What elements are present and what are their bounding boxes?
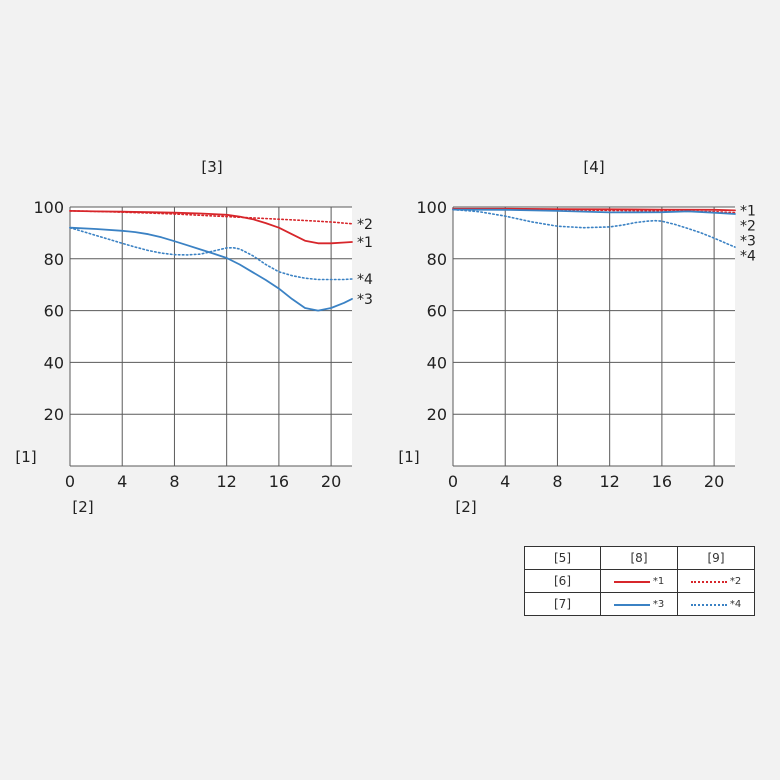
- y-tick-label: 60: [427, 302, 447, 321]
- legend-table: [5] [8] [9] [6] *1 *2 [7] *3 *4: [524, 546, 755, 616]
- y-tick-label: 100: [416, 198, 447, 217]
- y-tick-label: 60: [44, 302, 64, 321]
- y-tick-label: 100: [33, 198, 64, 217]
- x-axis-label: [2]: [455, 498, 476, 516]
- series-line: [69, 226, 353, 281]
- y-axis-label: [1]: [15, 448, 36, 466]
- legend-dotted-swatch: [690, 580, 727, 583]
- legend-dotted-swatch: [690, 603, 727, 606]
- x-tick-label: 20: [704, 472, 724, 491]
- y-tick-label: 80: [44, 250, 64, 269]
- legend-dotted-cell: *2: [677, 569, 755, 593]
- series-end-label: *4: [740, 248, 756, 264]
- chart-title: [4]: [583, 158, 604, 176]
- series-end-label: *1: [740, 203, 756, 219]
- legend-row-label: [7]: [524, 592, 601, 616]
- y-tick-label: 20: [427, 405, 447, 424]
- x-tick-label: 16: [652, 472, 672, 491]
- legend-header-cell: [8]: [600, 546, 678, 570]
- series-end-label: *2: [740, 218, 756, 234]
- x-tick-label: 8: [552, 472, 562, 491]
- series-end-label: *2: [357, 217, 373, 233]
- series-end-label: *3: [357, 292, 373, 308]
- legend-solid-cell: *3: [600, 592, 678, 616]
- series-end-label: *3: [740, 233, 756, 249]
- y-axis-label: [1]: [398, 448, 419, 466]
- legend-swatch-label: *3: [652, 599, 665, 610]
- x-tick-label: 20: [321, 472, 341, 491]
- x-tick-label: 0: [448, 472, 458, 491]
- plot-area: [453, 207, 735, 466]
- legend-row: [7] *3 *4: [524, 592, 755, 616]
- legend-row-label: [6]: [524, 569, 601, 593]
- x-tick-label: 4: [500, 472, 510, 491]
- legend-header-row: [5] [8] [9]: [524, 546, 755, 570]
- legend-row: [6] *1 *2: [524, 569, 755, 593]
- legend-header-cell: [9]: [677, 546, 755, 570]
- series-line: [69, 210, 353, 225]
- x-tick-label: 12: [216, 472, 236, 491]
- chart-title: [3]: [201, 158, 222, 176]
- series-line: [69, 226, 353, 312]
- legend-solid-cell: *1: [600, 569, 678, 593]
- chart-2: 20 40 60 80 100 0 4 8 12 16 20 [4] [1] [2] *1*2*3*4: [398, 158, 756, 516]
- x-tick-label: 8: [169, 472, 179, 491]
- legend-swatch-label: *2: [729, 576, 742, 587]
- x-axis-label: [2]: [72, 498, 93, 516]
- y-tick-label: 40: [44, 353, 64, 372]
- series-end-label: *4: [357, 272, 373, 288]
- x-tick-label: 16: [269, 472, 289, 491]
- series-line: [452, 208, 736, 248]
- y-tick-label: 80: [427, 250, 447, 269]
- series-end-label: *1: [357, 235, 373, 251]
- legend-solid-swatch: [613, 580, 650, 583]
- x-tick-label: 4: [117, 472, 127, 491]
- x-tick-label: 0: [65, 472, 75, 491]
- legend-header-cell: [5]: [524, 546, 601, 570]
- y-tick-label: 40: [427, 353, 447, 372]
- legend-dotted-cell: *4: [677, 592, 755, 616]
- x-tick-label: 12: [599, 472, 619, 491]
- legend-swatch-label: *4: [729, 599, 742, 610]
- legend-swatch-label: *1: [652, 576, 665, 587]
- plot-area: [70, 207, 352, 466]
- chart-1: 20 40 60 80 100 0 4 8 12 16 20 [3] [1] [2] *2 *1 *4 *3: [15, 158, 373, 516]
- series-line: [452, 208, 736, 215]
- legend-solid-swatch: [613, 603, 650, 606]
- y-tick-label: 20: [44, 405, 64, 424]
